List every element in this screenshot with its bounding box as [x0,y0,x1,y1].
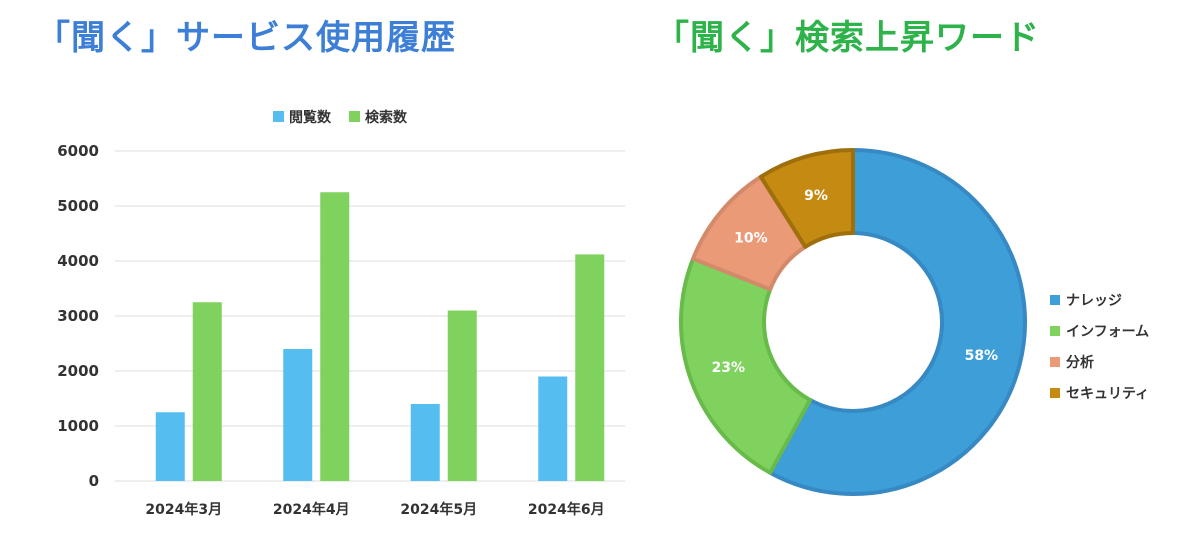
slice-label: 58% [965,348,999,364]
legend-swatch [1050,388,1060,398]
y-tick-label: 2000 [57,362,99,380]
legend-label: セキュリティ [1066,386,1149,402]
y-tick-label: 4000 [57,252,99,270]
y-tick-label: 1000 [57,417,99,435]
donut-slice [691,174,808,292]
donut-slice [768,148,1027,496]
y-tick-label: 5000 [57,197,99,215]
y-tick-label: 6000 [57,142,99,160]
legend-label: 閲覧数 [289,109,332,126]
legend-swatch [1050,326,1060,336]
bar [192,302,222,481]
y-tick-label: 3000 [57,307,99,325]
bar-chart: 0 1000 2000 3000 4000 5000 6000 閲覧数 検索数 2024年3月 20… [57,109,625,518]
bar [447,310,477,481]
bar [410,404,440,481]
bar [320,192,350,481]
legend-label: インフォーム [1066,324,1149,340]
bar [538,376,568,481]
legend-swatch [349,111,360,122]
bar-chart-title: 「聞く」サービス使用履歴 [36,18,456,58]
donut-slice [679,256,813,475]
x-tick-label: 2024年4月 [273,501,350,518]
slice-label: 9% [804,188,828,204]
legend-swatch [273,111,284,122]
bar [575,254,605,481]
x-tick-label: 2024年3月 [145,501,222,518]
slice-label: 23% [712,360,746,376]
legend-label: ナレッジ [1066,293,1122,309]
bar [283,349,313,481]
donut-slice [758,148,855,249]
x-tick-label: 2024年5月 [400,501,477,518]
slice-label: 10% [734,231,768,247]
legend-label: 検索数 [365,109,408,126]
bar [155,412,185,481]
legend-label: 分析 [1066,354,1094,371]
donut-chart-title: 「聞く」検索上昇ワード [655,18,1040,58]
legend-swatch [1050,357,1060,367]
legend-swatch [1050,295,1060,305]
y-tick-label: 0 [89,472,99,490]
x-tick-label: 2024年6月 [528,501,605,518]
